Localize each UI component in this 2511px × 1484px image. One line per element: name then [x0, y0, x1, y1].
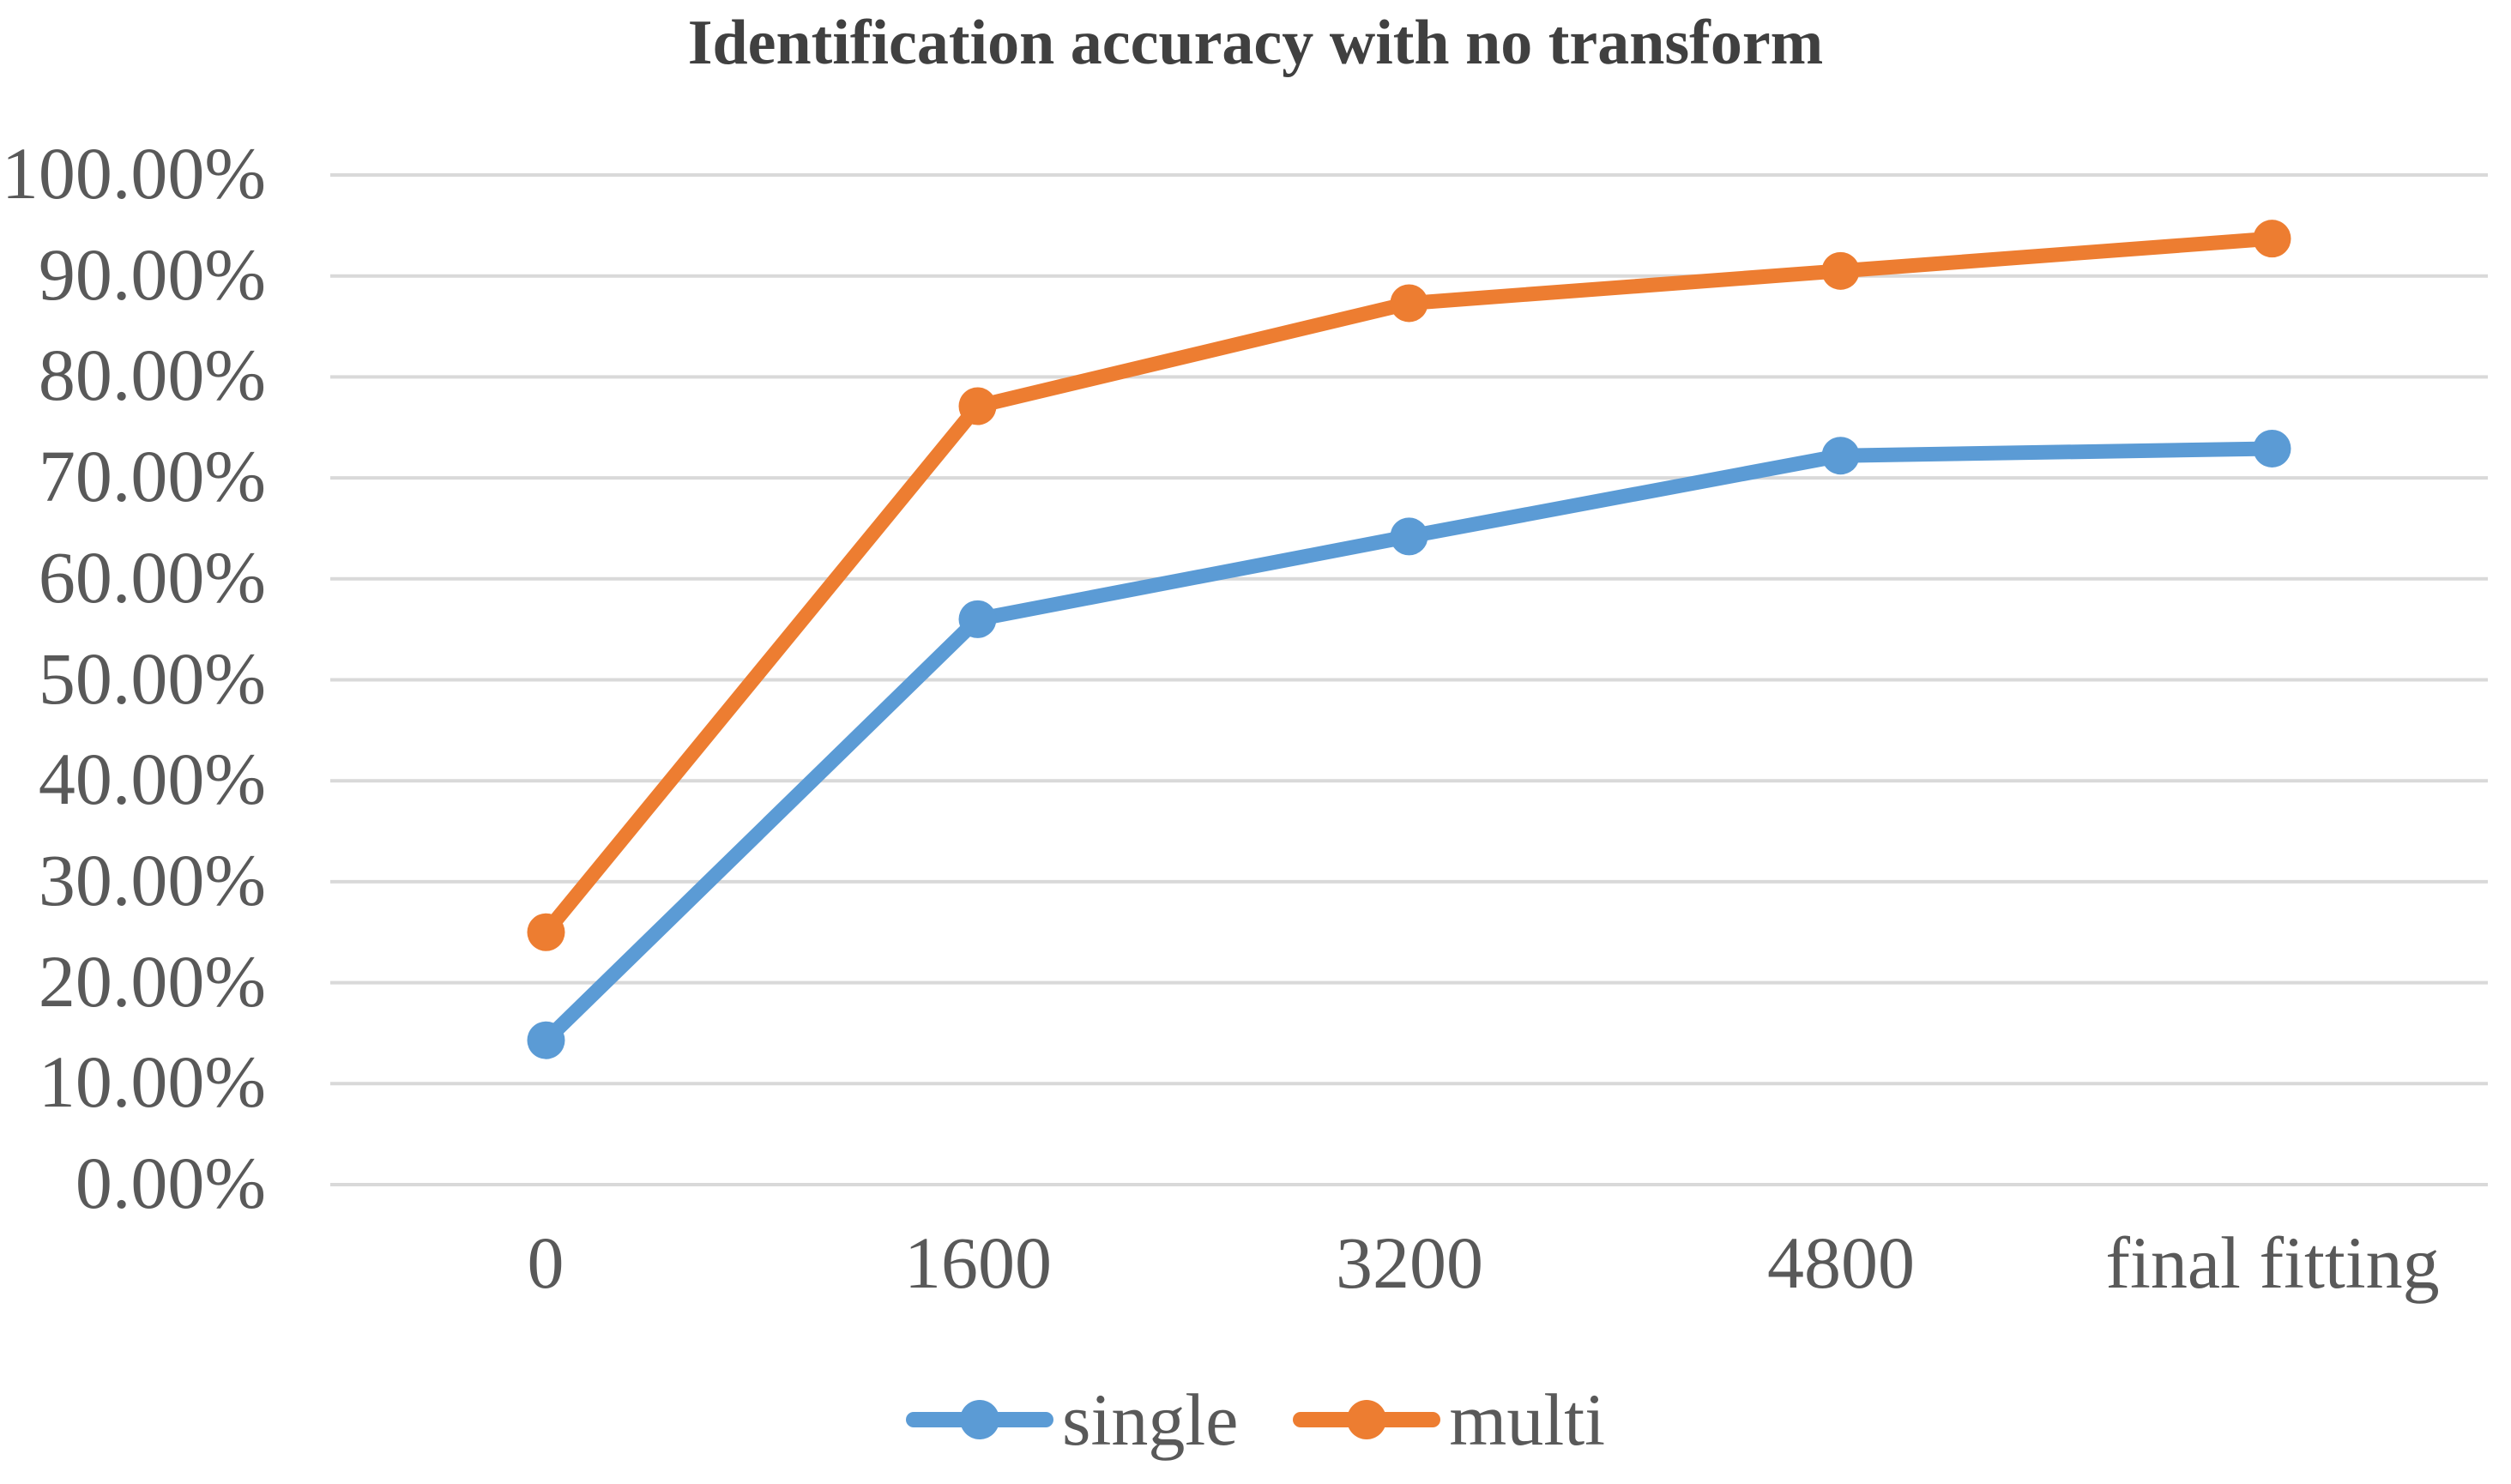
- legend-item-single: single: [905, 1378, 1239, 1461]
- multi-data-point: [1821, 251, 1860, 290]
- x-tick-label: 4800: [1767, 1222, 1915, 1304]
- multi-data-point: [527, 913, 565, 951]
- single-series-marker-icon: [905, 1400, 1053, 1439]
- legend: single multi: [0, 1383, 2511, 1457]
- x-tick-label: 1600: [904, 1222, 1052, 1304]
- y-tick-label: 50.00%: [38, 637, 266, 720]
- single-data-point: [958, 600, 997, 638]
- y-tick-label: 40.00%: [38, 738, 266, 820]
- multi-series-line: [539, 231, 2279, 940]
- y-tick-label: 0.00%: [75, 1142, 266, 1224]
- legend-item-multi: multi: [1293, 1383, 1605, 1457]
- multi-data-point: [958, 387, 997, 425]
- y-tick-label: 70.00%: [38, 435, 266, 517]
- x-tick-label: 0: [527, 1222, 564, 1304]
- chart-title: Identification accuracy with no transfor…: [687, 8, 1824, 78]
- x-tick-label: 3200: [1336, 1222, 1483, 1304]
- y-tick-label: 60.00%: [38, 536, 266, 618]
- multi-series-marker-icon: [1293, 1400, 1441, 1439]
- single-data-point: [527, 1021, 565, 1059]
- y-tick-label: 100.00%: [1, 132, 266, 214]
- y-tick-label: 10.00%: [38, 1041, 266, 1123]
- multi-data-point: [1390, 284, 1428, 323]
- single-data-point: [2253, 429, 2291, 468]
- y-tick-label: 20.00%: [38, 940, 266, 1023]
- legend-label-single: single: [1061, 1378, 1239, 1461]
- legend-label-multi: multi: [1449, 1378, 1605, 1461]
- y-tick-label: 30.00%: [38, 839, 266, 921]
- y-tick-label: 90.00%: [38, 233, 266, 316]
- y-tick-label: 80.00%: [38, 334, 266, 416]
- single-data-point: [1390, 517, 1428, 556]
- x-tick-label: final fitting: [2105, 1222, 2440, 1304]
- multi-data-point: [2253, 220, 2291, 258]
- single-data-point: [1821, 437, 1860, 475]
